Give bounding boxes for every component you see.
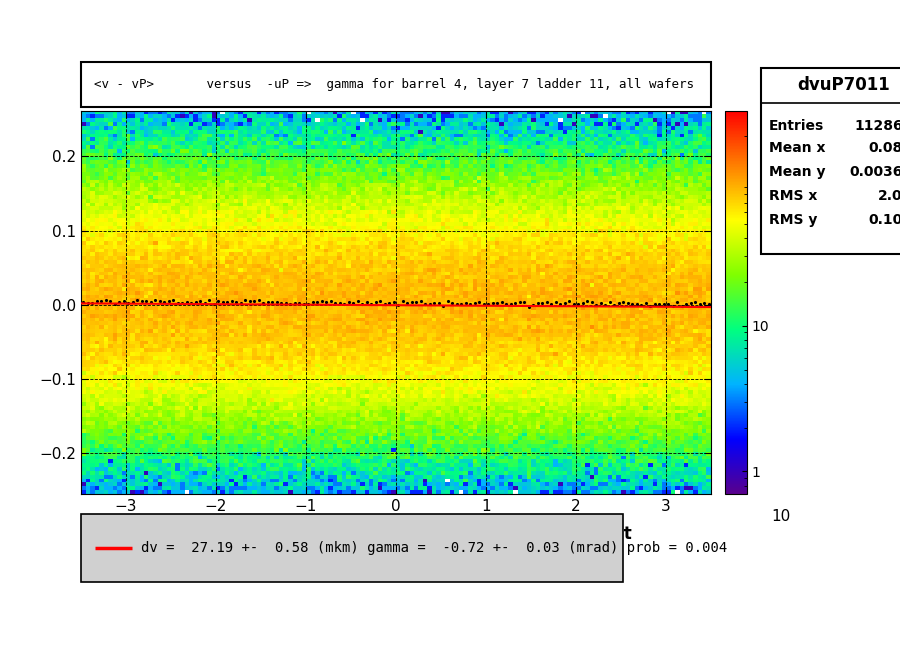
Text: Entries: Entries (769, 119, 824, 133)
Text: 10: 10 (771, 510, 790, 525)
Text: 0.003665: 0.003665 (850, 165, 900, 179)
Text: Mean y: Mean y (769, 165, 825, 179)
Text: 0.1039: 0.1039 (868, 213, 900, 227)
Text: dv =  27.19 +-  0.58 (mkm) gamma =  -0.72 +-  0.03 (mrad) prob = 0.004: dv = 27.19 +- 0.58 (mkm) gamma = -0.72 +… (140, 541, 727, 554)
X-axis label: ../P06icFiles/cu62productionMinBias_FullField.root: ../P06icFiles/cu62productionMinBias_Full… (159, 525, 633, 543)
Text: RMS y: RMS y (769, 213, 817, 227)
Text: 2.001: 2.001 (878, 189, 900, 203)
Text: <v - vP>       versus  -uP =>  gamma for barrel 4, layer 7 ladder 11, all wafers: <v - vP> versus -uP => gamma for barrel … (94, 78, 694, 91)
Text: 1128602: 1128602 (854, 119, 900, 133)
Text: dvuP7011: dvuP7011 (797, 76, 890, 94)
Text: 0.0845: 0.0845 (868, 141, 900, 155)
Text: RMS x: RMS x (769, 189, 817, 203)
Text: Mean x: Mean x (769, 141, 825, 155)
